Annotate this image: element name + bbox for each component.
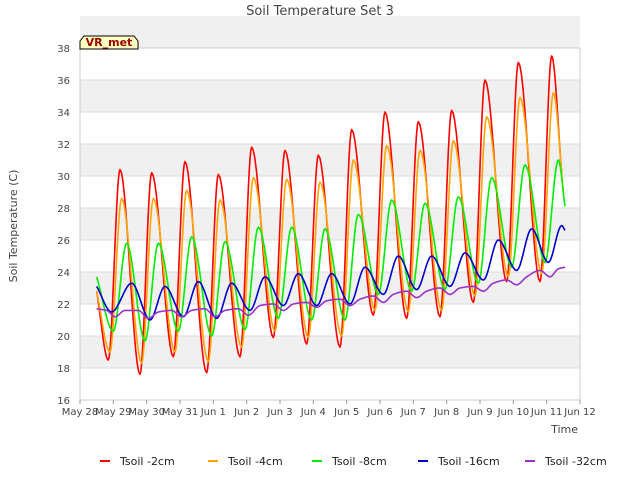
plot-bands xyxy=(80,16,580,368)
series-lines xyxy=(95,55,566,376)
x-tick-label: Jun 2 xyxy=(233,407,259,418)
x-axis-label: Time xyxy=(550,423,578,436)
x-tick-label: May 31 xyxy=(162,407,199,418)
x-tick-label: May 30 xyxy=(128,407,165,418)
series-line-tsoil-8cm xyxy=(95,159,566,342)
plot-band xyxy=(80,208,580,240)
plot-band xyxy=(80,336,580,368)
legend-label: Tsoil -8cm xyxy=(331,455,387,468)
plot-band xyxy=(80,80,580,112)
series-line-tsoil-4cm xyxy=(95,92,565,364)
x-tick-label: Jun 6 xyxy=(366,407,392,418)
x-tick-label: Jun 1 xyxy=(200,407,226,418)
y-tick-label: 28 xyxy=(57,204,70,215)
y-tick-label: 30 xyxy=(57,172,70,183)
y-tick-label: 16 xyxy=(57,396,70,407)
legend-label: Tsoil -2cm xyxy=(119,455,175,468)
x-tick-label: Jun 12 xyxy=(563,407,596,418)
x-tick-label: Jun 5 xyxy=(333,407,359,418)
legend-label: Tsoil -16cm xyxy=(437,455,500,468)
legend-label: Tsoil -32cm xyxy=(544,455,607,468)
chart-title: Soil Temperature Set 3 xyxy=(246,4,394,19)
y-tick-label: 20 xyxy=(57,332,70,343)
series-line-tsoil-32cm xyxy=(96,266,566,320)
x-tick-label: Jun 9 xyxy=(466,407,492,418)
x-tick-label: Jun 11 xyxy=(530,407,563,418)
y-tick-label: 24 xyxy=(57,268,70,279)
legend: Tsoil -2cm Tsoil -4cm Tsoil -8cm Tsoil -16c… xyxy=(100,455,607,468)
y-axis-label: Soil Temperature (C) xyxy=(7,170,20,283)
x-tick-label: Jun 4 xyxy=(300,407,326,418)
x-tick-label: Jun 3 xyxy=(266,407,292,418)
badge-shape xyxy=(79,35,139,50)
vr-met-badge: VR_met xyxy=(79,35,139,50)
y-tick-label: 18 xyxy=(57,364,70,375)
x-tick-label: Jun 7 xyxy=(400,407,426,418)
x-tick-label: Jun 8 xyxy=(433,407,459,418)
plot-band xyxy=(80,16,580,48)
series-line-tsoil-16cm xyxy=(95,224,566,321)
badge-label: VR_met xyxy=(86,36,133,49)
y-axis: 16 18 20 22 24 26 28 30 32 34 36 38 xyxy=(57,44,70,407)
y-tick-label: 38 xyxy=(57,44,70,55)
x-tick-label: May 28 xyxy=(62,407,99,418)
legend-label: Tsoil -4cm xyxy=(227,455,283,468)
x-tick-label: Jun 10 xyxy=(497,407,530,418)
plot-band xyxy=(80,144,580,176)
x-tick-label: May 29 xyxy=(95,407,132,418)
y-tick-label: 34 xyxy=(57,108,70,119)
y-tick-label: 32 xyxy=(57,140,70,151)
y-tick-label: 36 xyxy=(57,76,70,87)
y-tick-label: 26 xyxy=(57,236,70,247)
plot-frame xyxy=(79,47,581,401)
series-line-tsoil-2cm xyxy=(95,55,563,376)
y-tick-label: 22 xyxy=(57,300,70,311)
